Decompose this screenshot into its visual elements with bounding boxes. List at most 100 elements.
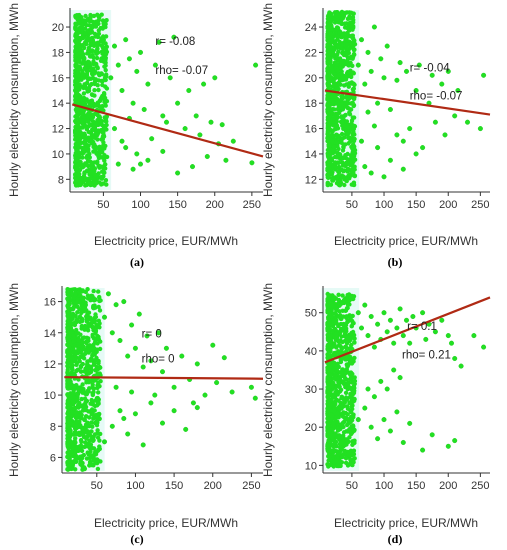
data-point bbox=[70, 356, 75, 362]
data-point bbox=[336, 398, 341, 403]
data-point bbox=[331, 123, 336, 128]
data-point bbox=[76, 331, 81, 336]
data-point bbox=[103, 41, 108, 46]
data-point bbox=[132, 345, 138, 351]
data-point bbox=[119, 138, 125, 144]
data-point bbox=[332, 326, 338, 332]
data-point bbox=[89, 420, 94, 425]
data-point bbox=[371, 394, 377, 400]
data-point bbox=[92, 173, 97, 178]
data-point bbox=[344, 314, 349, 319]
data-point bbox=[252, 395, 258, 401]
data-point bbox=[351, 460, 356, 465]
panel-caption: (c) bbox=[130, 532, 143, 546]
data-point bbox=[81, 405, 87, 410]
data-point bbox=[104, 182, 109, 187]
data-point bbox=[214, 380, 220, 386]
x-tick-label: 150 bbox=[407, 480, 425, 492]
data-point bbox=[375, 436, 381, 442]
data-point bbox=[326, 385, 332, 391]
data-point bbox=[349, 414, 354, 420]
data-point bbox=[344, 10, 350, 15]
data-point bbox=[352, 397, 357, 402]
data-point bbox=[344, 61, 349, 67]
data-point bbox=[82, 40, 88, 45]
data-point bbox=[73, 119, 79, 125]
data-point bbox=[229, 389, 235, 395]
data-point bbox=[328, 389, 333, 394]
data-point bbox=[330, 303, 335, 308]
regression-line bbox=[324, 89, 491, 116]
data-point bbox=[98, 58, 104, 63]
data-point bbox=[465, 119, 471, 125]
data-point bbox=[84, 456, 90, 461]
y-tick-label: 16 bbox=[305, 124, 317, 136]
data-point bbox=[407, 420, 413, 426]
data-point bbox=[365, 386, 371, 392]
data-point bbox=[94, 364, 100, 370]
data-point bbox=[340, 50, 345, 56]
data-point bbox=[68, 449, 74, 455]
data-point bbox=[477, 126, 483, 132]
chart-panel-b: 12 14 16 18 20 22 24 50 100 150 200 250 Hourly elect… bbox=[261, 3, 491, 269]
data-point bbox=[352, 340, 357, 345]
y-axis-label: Hourly electricity consumption, MWh bbox=[261, 3, 275, 197]
data-point bbox=[73, 95, 79, 101]
data-point bbox=[328, 182, 334, 187]
data-point bbox=[92, 148, 98, 153]
x-tick-label: 250 bbox=[243, 199, 261, 211]
data-point bbox=[340, 120, 345, 125]
data-point bbox=[175, 100, 181, 106]
data-point bbox=[94, 347, 100, 352]
data-point bbox=[77, 290, 83, 295]
data-point bbox=[346, 50, 351, 56]
data-point bbox=[326, 119, 332, 125]
data-point bbox=[71, 287, 76, 292]
data-point bbox=[75, 131, 80, 137]
x-axis-label: Electricity price, EUR/MWh bbox=[334, 516, 478, 530]
x-tick-label: 150 bbox=[168, 199, 186, 211]
x-tick-label: 50 bbox=[346, 199, 358, 211]
data-point bbox=[82, 466, 87, 472]
data-point bbox=[481, 72, 487, 78]
data-point bbox=[160, 113, 166, 119]
data-point bbox=[97, 325, 102, 330]
data-point bbox=[332, 418, 338, 424]
data-point bbox=[84, 168, 90, 173]
data-point bbox=[73, 54, 78, 59]
data-point bbox=[334, 155, 340, 160]
data-point bbox=[346, 135, 351, 141]
data-point bbox=[75, 392, 80, 397]
data-point bbox=[91, 437, 96, 443]
data-point bbox=[84, 182, 89, 188]
data-point bbox=[71, 372, 77, 378]
data-point bbox=[342, 113, 347, 119]
data-point bbox=[73, 82, 78, 88]
data-point bbox=[326, 363, 332, 368]
data-point bbox=[336, 383, 341, 389]
data-point bbox=[74, 415, 79, 421]
data-point bbox=[359, 37, 365, 43]
data-point bbox=[334, 101, 340, 106]
data-point bbox=[95, 118, 100, 123]
data-point bbox=[340, 95, 346, 101]
data-point bbox=[132, 411, 138, 417]
y-tick-label: 20 bbox=[52, 22, 64, 34]
data-point bbox=[96, 17, 102, 23]
data-point bbox=[355, 62, 361, 68]
data-point bbox=[351, 71, 356, 76]
data-point bbox=[83, 392, 89, 397]
data-point bbox=[96, 155, 102, 161]
data-point bbox=[89, 407, 95, 412]
data-point bbox=[432, 119, 438, 125]
data-point bbox=[74, 368, 79, 374]
data-point bbox=[76, 173, 81, 178]
data-point bbox=[171, 408, 177, 414]
data-point bbox=[249, 160, 255, 166]
data-point bbox=[71, 388, 76, 393]
data-point bbox=[336, 461, 341, 466]
data-point bbox=[193, 113, 199, 119]
data-point bbox=[83, 31, 88, 36]
data-point bbox=[70, 367, 75, 372]
data-point bbox=[96, 163, 101, 169]
